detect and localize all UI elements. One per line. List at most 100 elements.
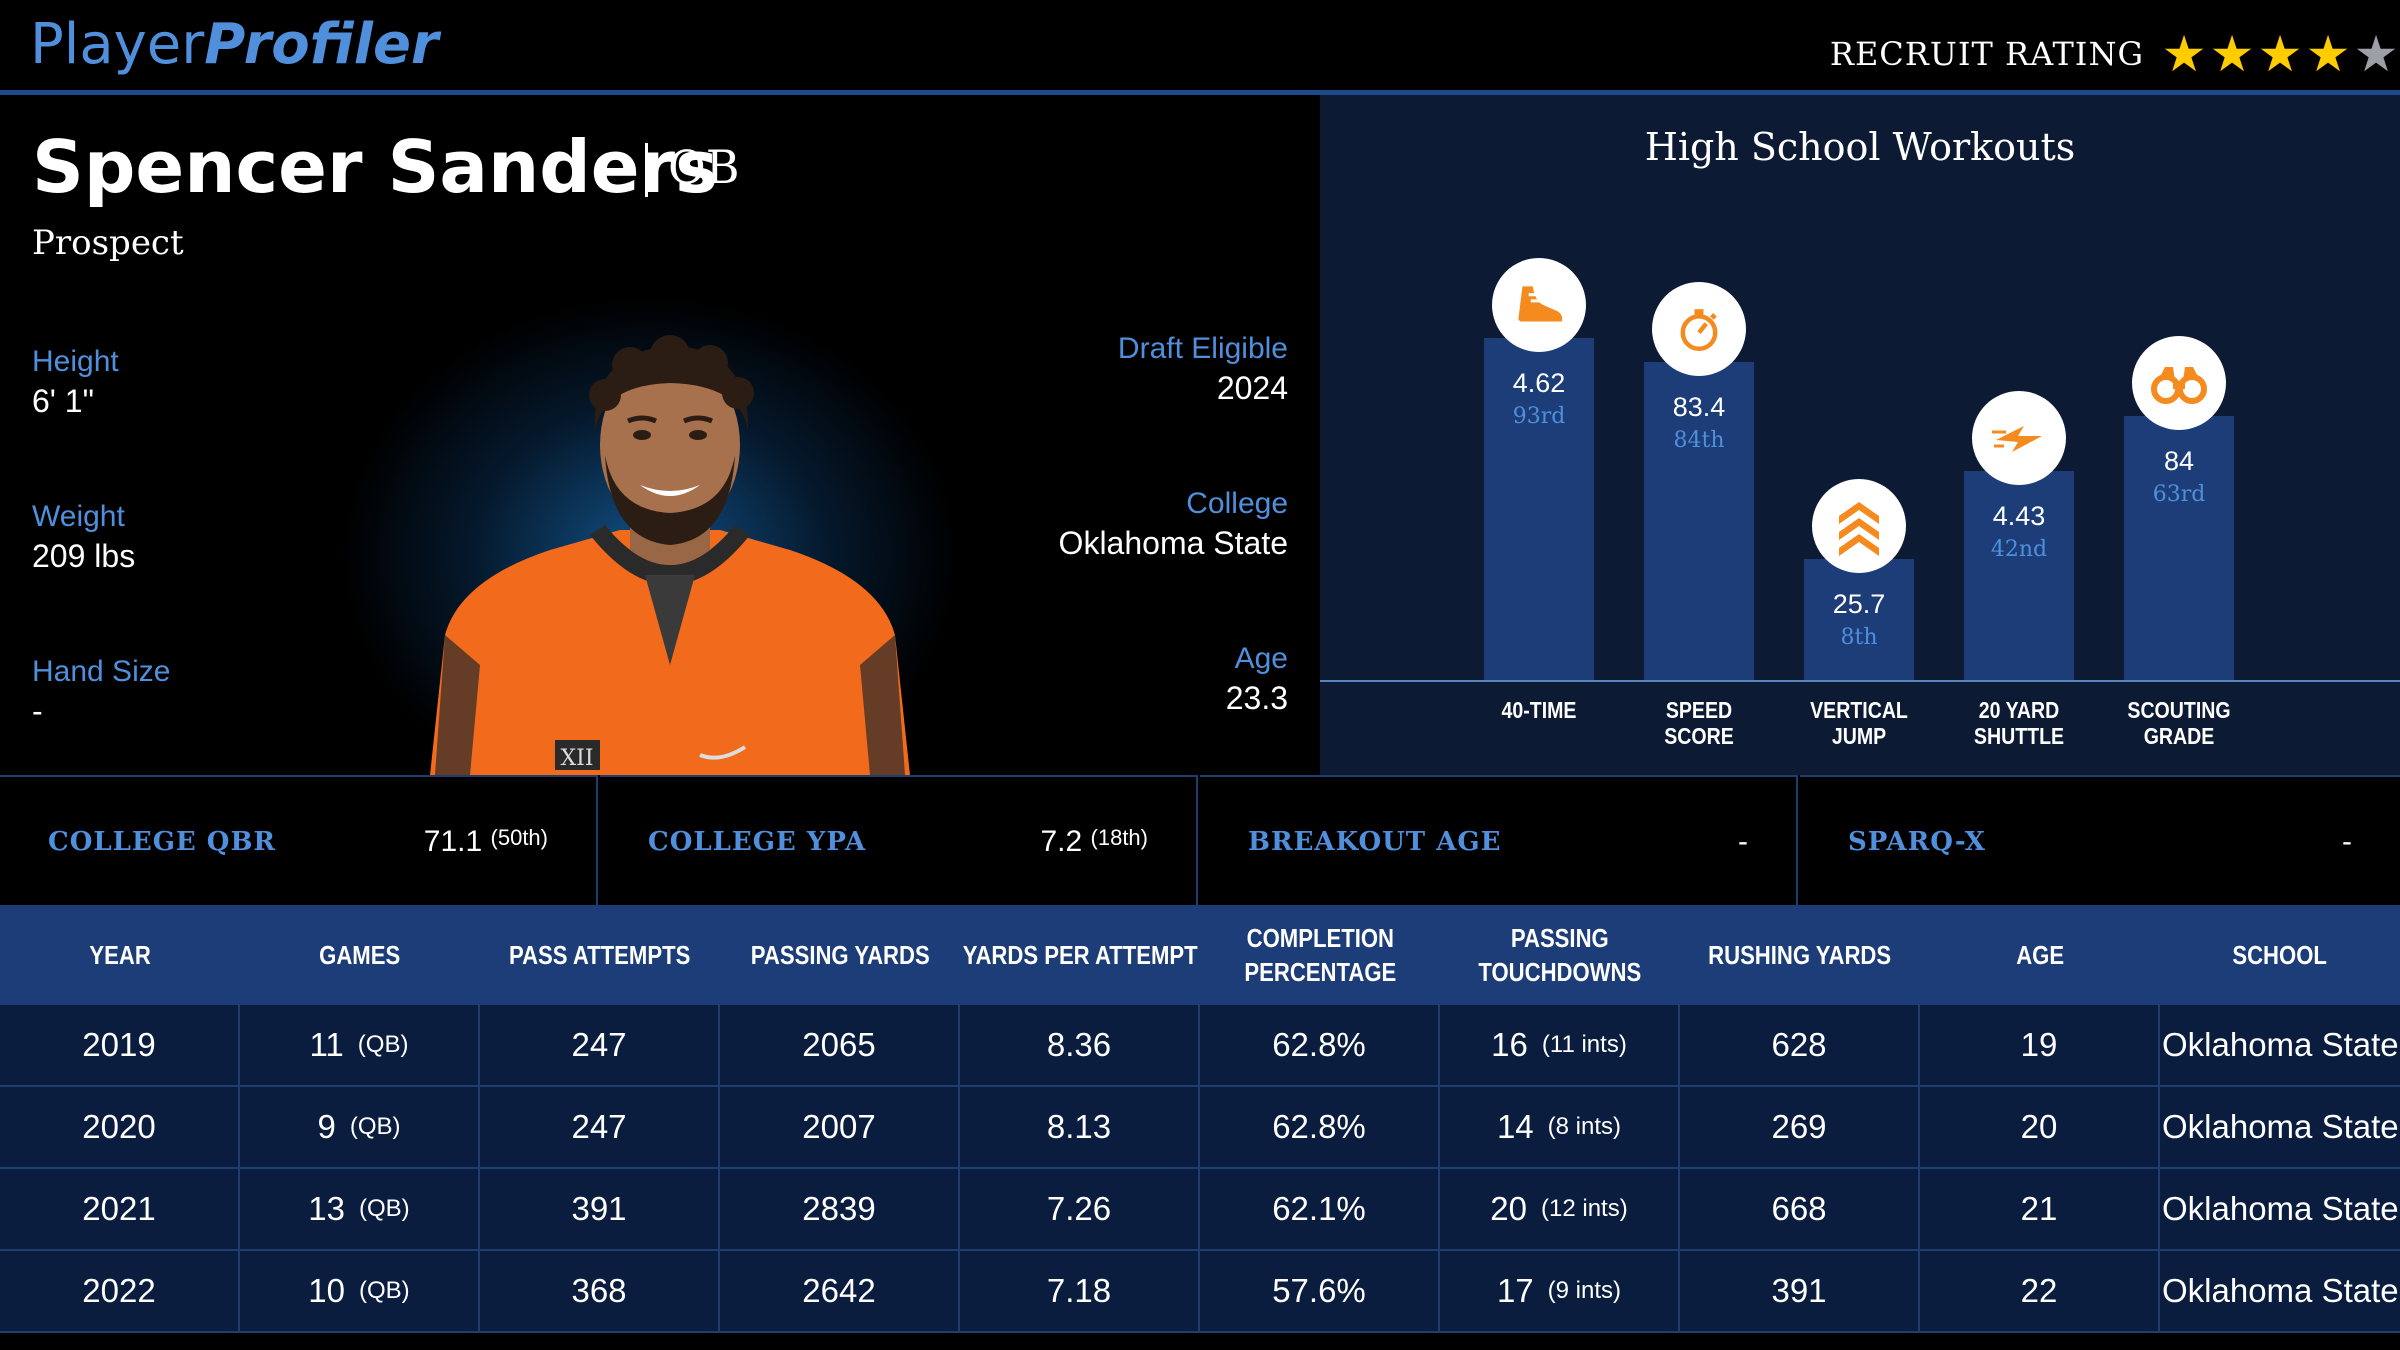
table-row[interactable]: 2019 11 (QB) 247 2065 8.36 62.8% 16 (11 ints) 628… xyxy=(0,1005,2400,1087)
cell-value: 13 xyxy=(308,1190,346,1227)
cell-value: 2021 xyxy=(82,1190,156,1227)
cell-note: (QB) xyxy=(357,1031,409,1058)
college-stats-table: YEAR GAMES PASS ATTEMPTS PASSING YARDS YARDS… xyxy=(0,905,2400,1350)
cell-value: 7.18 xyxy=(1046,1272,1112,1309)
site-logo[interactable]: PlayerProfiler xyxy=(30,10,439,80)
col-header-games[interactable]: GAMES xyxy=(240,905,480,1005)
cell-yards-per-attempt: 8.36 xyxy=(960,1005,1200,1085)
col-header-line: PASSING xyxy=(1511,923,1609,953)
cell-value: 10 xyxy=(308,1272,346,1309)
cell-note: (11 ints) xyxy=(1541,1031,1627,1058)
stat-card-college-qbr: COLLEGE QBR 71.1 (50th) xyxy=(0,775,598,905)
col-header-passing-touchdowns[interactable]: PASSING TOUCHDOWNS xyxy=(1440,905,1680,1005)
col-header-school[interactable]: SCHOOL xyxy=(2160,905,2400,1005)
cell-passing-touchdowns: 14 (8 ints) xyxy=(1440,1087,1680,1167)
cell-year: 2022 xyxy=(0,1251,240,1331)
height-field: Height 6' 1" xyxy=(32,343,119,421)
cell-value: 2007 xyxy=(802,1108,876,1145)
cell-value: 16 xyxy=(1491,1026,1528,1063)
workout-label: SPEED SCORE xyxy=(1631,697,1767,749)
cell-value: 20 xyxy=(1490,1190,1527,1227)
cell-passing-yards: 2007 xyxy=(720,1087,960,1167)
workouts-baseline xyxy=(1320,680,2400,682)
cell-value: 17 xyxy=(1496,1272,1534,1309)
col-header-pass-attempts[interactable]: PASS ATTEMPTS xyxy=(480,905,720,1005)
cell-passing-touchdowns: 20 (12 ints) xyxy=(1440,1169,1680,1249)
stat-number: - xyxy=(2342,825,2352,858)
workout-bar[interactable] xyxy=(1804,559,1914,680)
cell-games: 10 (QB) xyxy=(240,1251,480,1331)
cell-passing-touchdowns: 17 (9 ints) xyxy=(1440,1251,1680,1331)
stat-value: 71.1 (50th) xyxy=(424,825,548,859)
recruit-rating-label: RECRUIT RATING xyxy=(1829,35,2144,73)
workout-bar[interactable] xyxy=(1484,338,1594,680)
age-value: 23.3 xyxy=(1225,680,1288,716)
star-filled-icon: ★ xyxy=(2209,25,2255,83)
cell-value: 2642 xyxy=(802,1272,876,1309)
col-header-line: YEAR xyxy=(89,940,151,970)
table-row[interactable]: 2021 13 (QB) 391 2839 7.26 62.1% 20 (12 ints) 668… xyxy=(0,1169,2400,1251)
workout-value: 84 xyxy=(2163,446,2195,477)
cell-age: 21 xyxy=(1920,1169,2160,1249)
weight-label: Weight xyxy=(32,500,125,533)
stat-label: COLLEGE QBR xyxy=(48,827,277,857)
workout-label-line: SCOUTING xyxy=(2127,697,2231,723)
cell-value: 21 xyxy=(2020,1190,2058,1227)
draft-eligible-field: Draft Eligible 2024 xyxy=(1118,330,1288,408)
recruit-stars: ★ ★ ★ ★ ★ xyxy=(2160,29,2400,79)
college-field: College Oklahoma State xyxy=(1059,485,1288,563)
col-header-label: COMPLETION PERCENTAGE xyxy=(1244,921,1396,989)
stat-value: 7.2 (18th) xyxy=(1040,825,1148,859)
col-header-passing-yards[interactable]: PASSING YARDS xyxy=(720,905,960,1005)
col-header-line: PERCENTAGE xyxy=(1244,957,1396,987)
col-header-label: YEAR xyxy=(89,938,150,972)
table-row[interactable]: 2020 9 (QB) 247 2007 8.13 62.8% 14 (8 ints) 269 20… xyxy=(0,1087,2400,1169)
col-header-line: PASSING YARDS xyxy=(750,940,930,970)
cell-value: 2020 xyxy=(82,1108,156,1145)
col-header-label: SCHOOL xyxy=(2233,938,2328,972)
stat-card-breakout-age: BREAKOUT AGE - xyxy=(1200,775,1798,905)
workout-rank: 42nd xyxy=(1990,536,2048,562)
col-header-line: GAMES xyxy=(319,940,401,970)
cell-pass-attempts: 368 xyxy=(480,1251,720,1331)
cell-games: 9 (QB) xyxy=(240,1087,480,1167)
cell-value: 57.6% xyxy=(1272,1272,1366,1309)
stat-cards: COLLEGE QBR 71.1 (50th) COLLEGE YPA 7.2 … xyxy=(0,775,2400,905)
star-filled-icon: ★ xyxy=(2257,25,2303,83)
top-bar: PlayerProfiler RECRUIT RATING ★ ★ ★ ★ ★ xyxy=(0,0,2400,95)
cell-yards-per-attempt: 7.18 xyxy=(960,1251,1200,1331)
stat-label: COLLEGE YPA xyxy=(648,827,867,857)
cell-value: 62.8% xyxy=(1272,1108,1366,1145)
height-value: 6' 1" xyxy=(32,383,94,419)
workout-bar[interactable] xyxy=(2124,416,2234,680)
col-header-age[interactable]: AGE xyxy=(1920,905,2160,1005)
cell-value: 7.26 xyxy=(1046,1190,1112,1227)
workout-label-line: SHUTTLE xyxy=(1973,723,2065,749)
star-filled-icon: ★ xyxy=(2305,25,2351,83)
hand-size-value: - xyxy=(32,693,43,729)
cell-value: 247 xyxy=(571,1108,627,1145)
cell-value: Oklahoma State xyxy=(2162,1272,2399,1309)
col-header-completion-percentage[interactable]: COMPLETION PERCENTAGE xyxy=(1200,905,1440,1005)
col-header-label: RUSHING YARDS xyxy=(1709,938,1892,972)
player-photo: XII xyxy=(430,335,910,775)
cell-age: 20 xyxy=(1920,1087,2160,1167)
chevrons-up-icon xyxy=(1812,479,1906,574)
workout-label-line: 20 YARD xyxy=(1978,697,2060,723)
cell-note: (9 ints) xyxy=(1547,1277,1622,1304)
cell-school: Oklahoma State xyxy=(2162,1251,2400,1331)
workout-bar[interactable] xyxy=(1964,470,2074,680)
stat-label: BREAKOUT AGE xyxy=(1248,827,1502,857)
col-header-yards-per-attempt[interactable]: YARDS PER ATTEMPT xyxy=(960,905,1200,1005)
col-header-rushing-yards[interactable]: RUSHING YARDS xyxy=(1680,905,1920,1005)
cell-yards-per-attempt: 7.26 xyxy=(960,1169,1200,1249)
cell-value: 8.36 xyxy=(1046,1026,1112,1063)
col-header-year[interactable]: YEAR xyxy=(0,905,240,1005)
workout-bar[interactable] xyxy=(1644,361,1754,680)
stat-number: 71.1 xyxy=(423,825,483,858)
bottom-strip xyxy=(0,1333,2400,1350)
workout-rank: 93rd xyxy=(1512,404,1566,430)
stat-rank: (50th) xyxy=(490,825,548,850)
stat-label: SPARQ-X xyxy=(1848,827,1986,857)
table-row[interactable]: 2022 10 (QB) 368 2642 7.18 57.6% 17 (9 ints) 391 2… xyxy=(0,1251,2400,1333)
